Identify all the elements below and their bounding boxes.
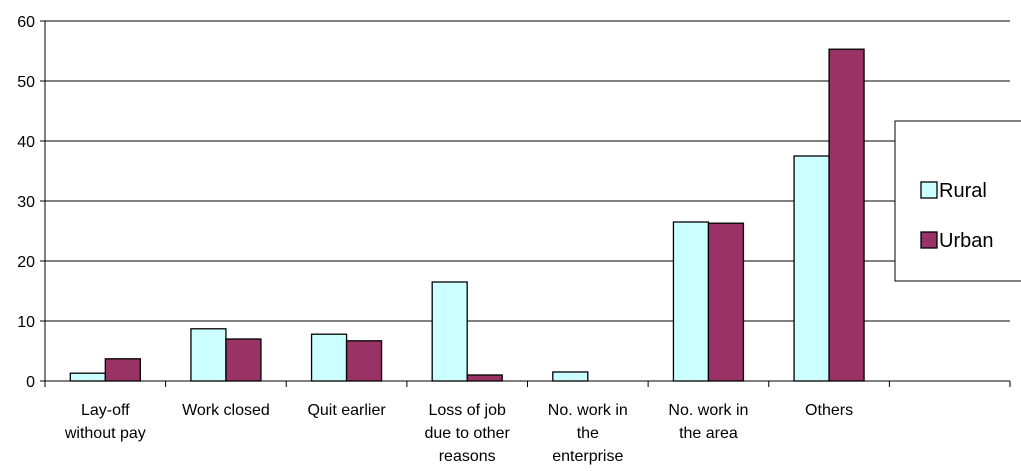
bar-rural: [672, 221, 710, 382]
x-tick-label: Loss of job: [428, 402, 505, 419]
y-tick-label: 50: [17, 74, 35, 91]
x-tick-label: the area: [679, 425, 738, 442]
legend-swatch-rural: [920, 181, 938, 199]
y-tick-label: 0: [26, 374, 35, 391]
y-axis: 0 10 20 30 40 50 60: [17, 14, 46, 391]
legend-label-urban: Urban: [939, 230, 993, 252]
bar-urban: [828, 48, 865, 382]
x-tick-label: the: [577, 425, 599, 442]
legend-label-rural: Rural: [939, 180, 987, 202]
x-tick-label: due to other: [424, 425, 510, 442]
gridlines: [45, 20, 1010, 322]
bar-rural: [552, 371, 589, 382]
x-axis: Lay-off without pay Work closed Quit earlie…: [44, 380, 1011, 465]
bars: [69, 48, 865, 382]
y-tick-label: 10: [17, 314, 35, 331]
bar-rural: [310, 333, 348, 382]
x-tick-label: without pay: [64, 425, 146, 442]
bar-urban: [225, 338, 262, 382]
bar-urban: [707, 222, 745, 382]
legend-swatch-urban: [920, 231, 938, 249]
bar-urban: [345, 340, 383, 382]
y-tick-label: 40: [17, 134, 35, 151]
legend-box: [894, 120, 1021, 282]
x-tick-label: No. work in: [548, 402, 628, 419]
x-tick-label: reasons: [439, 448, 496, 465]
x-tick-label: Work closed: [182, 402, 270, 419]
x-tick-label: Quit earlier: [307, 402, 386, 419]
x-tick-label: Others: [805, 402, 853, 419]
y-tick-label: 20: [17, 254, 35, 271]
bar-rural: [431, 281, 468, 382]
bar-urban: [104, 358, 141, 382]
y-tick-label: 60: [17, 14, 35, 31]
y-tick-label: 30: [17, 194, 35, 211]
bar-rural: [793, 155, 830, 382]
bar-rural: [69, 372, 106, 382]
bar-urban: [466, 374, 503, 382]
x-tick-label: No. work in: [668, 402, 748, 419]
bar-rural: [190, 328, 227, 382]
x-tick-label: enterprise: [552, 448, 623, 465]
legend: Rural Urban: [894, 120, 1021, 282]
x-tick-label: Lay-off: [81, 402, 130, 419]
